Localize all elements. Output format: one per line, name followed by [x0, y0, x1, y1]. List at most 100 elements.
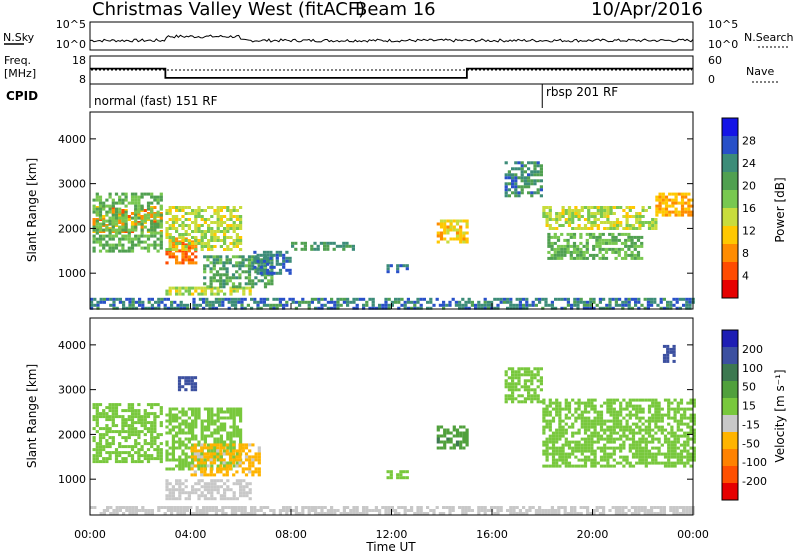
power-cells-cell — [124, 213, 128, 217]
power-cells-cell — [625, 227, 629, 230]
velocity-cells-cell — [459, 431, 463, 435]
velocity-cells-cell — [514, 370, 518, 374]
velocity-cells-cell — [386, 476, 390, 480]
power-cells-cell — [111, 204, 115, 208]
power-cells-cell — [465, 222, 469, 226]
power-cells-cell — [216, 218, 220, 221]
velocity-cells-cell — [165, 482, 169, 486]
velocity-cells-cell — [654, 455, 658, 459]
power-cells-cell — [248, 289, 252, 293]
velocity-cells-cell — [548, 452, 552, 456]
power-cells-cell — [458, 300, 462, 304]
velocity-cells-cell — [147, 512, 151, 515]
velocity-cells-cell — [628, 464, 632, 468]
power-cells-cell — [244, 264, 248, 268]
velocity-cells-cell — [187, 455, 191, 459]
power-cells-cell — [560, 306, 564, 310]
velocity-cells-cell — [98, 454, 103, 458]
power-cells-cell — [294, 241, 298, 245]
power-cells-cell — [490, 300, 494, 304]
velocity-cells-cell — [396, 476, 400, 480]
velocity-cells-cell — [574, 410, 578, 414]
power-cells-cell — [548, 209, 552, 212]
power-cells-cell — [662, 306, 666, 310]
velocity-cells-cell — [210, 491, 214, 495]
velocity-cells-cell — [108, 415, 112, 419]
power-cells-cell — [564, 209, 568, 212]
power-cells-cell — [269, 253, 273, 257]
velocity-cells-cell — [577, 416, 581, 420]
velocity-cells-cell — [165, 431, 169, 435]
velocity-cells-cell — [483, 509, 487, 512]
power-cells-cell — [256, 253, 260, 257]
velocity-cells-cell — [219, 494, 223, 498]
power-cells-cell — [159, 204, 163, 208]
velocity-cells-cell — [175, 482, 179, 486]
velocity-cells-cell — [622, 458, 626, 462]
power-cells-cell — [556, 247, 561, 251]
velocity-cells-cell — [146, 457, 151, 461]
power-cells-cell — [658, 201, 662, 205]
velocity-cells-cell — [673, 398, 677, 402]
velocity-cells-cell — [567, 455, 572, 459]
power-cells-cell — [609, 224, 613, 227]
velocity-cells-cell — [619, 422, 623, 426]
power-cells-cell — [439, 237, 444, 241]
power-cells-cell — [545, 212, 549, 215]
power-cells-cell — [250, 297, 254, 301]
power-cells-cell — [235, 285, 239, 289]
velocity-cells-cell — [673, 440, 677, 444]
power-cells-cell — [168, 245, 172, 248]
velocity-cells-cell — [563, 512, 567, 515]
power-cells-cell — [598, 300, 602, 304]
power-cells-cell — [570, 303, 574, 307]
velocity-cells-cell — [551, 440, 556, 444]
velocity-cells-cell — [599, 422, 604, 426]
velocity-cells-cell — [442, 512, 446, 515]
velocity-cells-cell — [533, 394, 537, 398]
power-cells-cell — [566, 232, 570, 236]
power-cells-cell — [499, 300, 503, 304]
power-cells-cell — [194, 230, 198, 233]
power-cells-cell — [105, 228, 109, 232]
power-cells-cell — [102, 300, 106, 304]
velocity-cells-cell — [558, 452, 562, 456]
power-cells-cell — [638, 221, 642, 224]
velocity-cells-cell — [539, 388, 543, 392]
velocity-cells-cell — [631, 437, 636, 441]
velocity-cells-cell — [523, 373, 527, 377]
velocity-cells-cell — [124, 418, 128, 422]
power-cells-cell — [614, 303, 618, 307]
power-cells-cell — [92, 228, 96, 232]
velocity-cells-cell — [670, 443, 674, 447]
power-cells-cell — [238, 282, 242, 286]
velocity-cells-cell — [692, 401, 696, 405]
power-cells-cell — [436, 231, 440, 235]
velocity-cells-cell — [213, 446, 217, 450]
power-cells-cell — [454, 303, 458, 307]
velocity-cells-cell — [143, 439, 147, 443]
colorbar-tick-label: 100 — [742, 362, 763, 375]
power-cells-cell — [130, 240, 135, 244]
velocity-cells-cell — [603, 437, 607, 441]
power-cells-cell — [231, 285, 236, 289]
velocity-cells-cell — [387, 506, 391, 509]
power-cells-cell — [630, 244, 634, 248]
velocity-cells-cell — [528, 509, 532, 512]
power-cells-cell — [310, 297, 314, 301]
velocity-cells-cell — [159, 421, 163, 425]
power-cells-cell — [419, 306, 423, 310]
velocity-cells-cell — [127, 403, 131, 407]
power-cells-cell — [539, 173, 543, 177]
velocity-cells-cell — [134, 427, 138, 431]
power-cells-cell — [224, 297, 228, 301]
velocity-cells-cell — [111, 421, 115, 425]
velocity-cells-cell — [596, 422, 600, 426]
power-cells-cell — [624, 232, 628, 236]
velocity-cells-cell — [134, 412, 138, 416]
velocity-cells-cell — [590, 464, 594, 468]
power-cells-cell — [272, 306, 276, 310]
velocity-cells-cell — [536, 379, 540, 383]
velocity-cells-cell — [111, 409, 115, 413]
